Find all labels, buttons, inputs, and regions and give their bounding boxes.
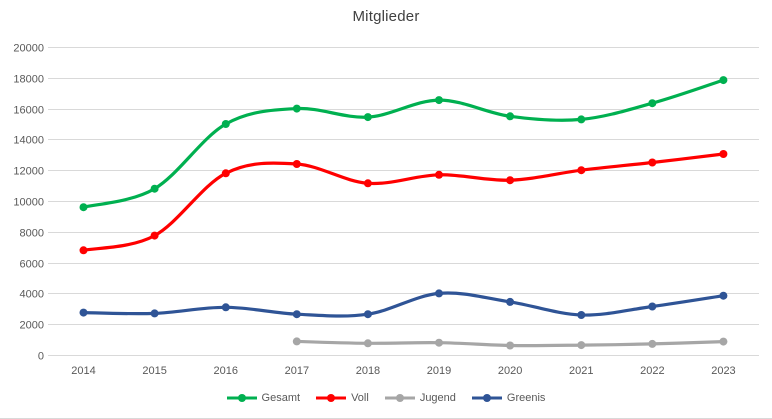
data-point-marker-gesamt [506, 112, 515, 121]
data-point-marker-greenis [150, 309, 159, 318]
x-axis-tick-label: 2018 [356, 365, 380, 377]
y-axis-tick-label: 20000 [13, 43, 44, 55]
data-point-marker-voll [221, 169, 230, 178]
data-point-marker-greenis [506, 297, 515, 306]
y-axis-tick-label: 0 [38, 351, 44, 363]
data-point-marker-jugend [506, 341, 515, 350]
data-point-marker-greenis [292, 310, 301, 319]
data-point-marker-gesamt [719, 76, 728, 85]
data-point-marker-jugend [363, 339, 372, 348]
data-point-marker-greenis [221, 303, 230, 312]
x-axis-tick-label: 2021 [569, 365, 593, 377]
legend-item-jugend: Jugend [384, 392, 456, 404]
legend-label-gesamt: Gesamt [261, 392, 301, 404]
x-axis-tick-label: 2014 [71, 365, 95, 377]
data-point-marker-greenis [719, 291, 728, 300]
y-axis-tick-label: 18000 [13, 74, 44, 86]
data-point-marker-gesamt [79, 203, 88, 212]
chart-title: Mitglieder [352, 8, 420, 25]
x-axis-tick-label: 2022 [640, 365, 664, 377]
y-axis-tick-label: 12000 [13, 166, 44, 178]
data-point-marker-voll [435, 170, 443, 179]
data-point-marker-jugend [292, 337, 301, 346]
legend-label-voll: Voll [351, 392, 369, 404]
data-point-marker-voll [363, 179, 372, 188]
series-line-greenis [81, 291, 725, 318]
x-axis-tick-label: 2023 [711, 365, 735, 377]
data-point-marker-greenis [648, 302, 657, 311]
data-point-marker-voll [648, 158, 657, 167]
legend-item-gesamt: Gesamt [226, 392, 301, 404]
y-axis-tick-label: 4000 [20, 289, 44, 301]
legend-marker-voll [316, 394, 347, 402]
data-point-marker-greenis [79, 308, 88, 317]
y-axis-tick-label: 10000 [13, 197, 44, 209]
data-point-marker-greenis [363, 310, 372, 319]
data-point-marker-voll [719, 150, 728, 158]
data-point-marker-gesamt [292, 104, 301, 113]
x-axis-tick-label: 2015 [142, 365, 166, 377]
legend-label-greenis: Greenis [506, 392, 546, 404]
data-point-marker-voll [292, 160, 301, 168]
x-axis-tick-label: 2017 [285, 365, 309, 377]
legend-label-jugend: Jugend [419, 392, 456, 404]
data-point-marker-gesamt [435, 96, 443, 105]
y-axis-tick-label: 8000 [20, 228, 44, 240]
data-point-marker-gesamt [577, 115, 586, 124]
data-point-marker-voll [577, 166, 586, 175]
data-point-marker-gesamt [363, 113, 372, 122]
y-axis-tick-label: 2000 [20, 320, 44, 332]
x-axis-tick-label: 2019 [427, 365, 451, 377]
series-line-voll [81, 152, 725, 252]
series-line-gesamt [81, 78, 725, 209]
legend: Gesamt Voll Jugend Greenis [0, 388, 772, 408]
data-point-marker-jugend [577, 341, 586, 350]
data-point-marker-gesamt [221, 120, 230, 128]
legend-marker-gesamt [226, 394, 257, 402]
data-point-marker-greenis [577, 311, 586, 319]
x-axis-tick-label: 2020 [498, 365, 522, 377]
legend-marker-jugend [384, 394, 415, 402]
data-point-marker-voll [79, 246, 88, 255]
data-point-marker-voll [150, 231, 159, 240]
y-axis-tick-label: 16000 [13, 105, 44, 117]
y-axis-tick-label: 6000 [20, 259, 44, 271]
legend-item-greenis: Greenis [471, 392, 546, 404]
y-axis-tick-label: 14000 [13, 135, 44, 147]
data-point-marker-jugend [435, 338, 443, 347]
data-point-marker-greenis [435, 289, 443, 298]
x-axis-tick-label: 2016 [214, 365, 238, 377]
data-point-marker-jugend [648, 339, 657, 348]
legend-marker-greenis [471, 394, 502, 402]
data-point-marker-voll [506, 176, 515, 185]
legend-item-voll: Voll [316, 392, 369, 404]
data-point-marker-gesamt [150, 184, 159, 193]
data-point-marker-jugend [719, 337, 728, 346]
data-point-marker-gesamt [648, 99, 657, 108]
